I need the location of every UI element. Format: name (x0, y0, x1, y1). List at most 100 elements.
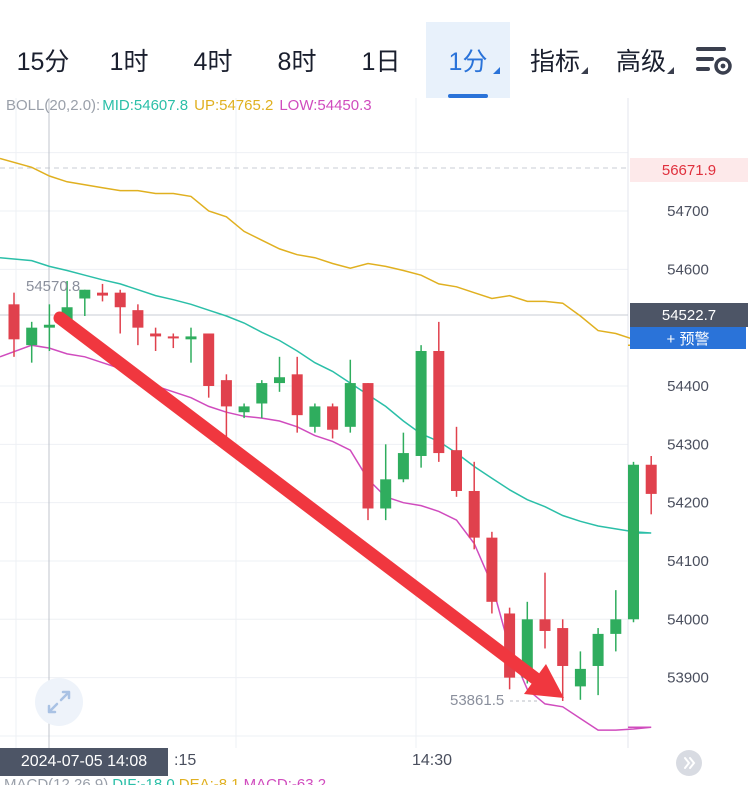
candle-body (592, 633, 604, 666)
low-price-label: 53861.5 (450, 692, 505, 709)
trend-arrow-shaft (53, 311, 547, 689)
trend-arrow-head (524, 664, 564, 698)
candle-body (185, 336, 197, 340)
price-tick-label: 54200 (667, 495, 709, 512)
candle (114, 289, 126, 334)
candle (362, 383, 374, 521)
tab-15m[interactable]: 15分 (0, 22, 86, 98)
candle-body (539, 619, 551, 631)
tab-8h[interactable]: 8时 (254, 22, 340, 98)
tab-label: 1分 (448, 48, 488, 76)
candle (344, 359, 356, 433)
candles (8, 280, 657, 701)
price-tick-label: 54100 (667, 553, 709, 570)
candle-body (433, 350, 445, 454)
candle (557, 619, 569, 701)
candle (185, 327, 197, 363)
candle-body (451, 450, 462, 491)
macd-value: MACD:-63.2 (243, 776, 327, 785)
tab-1h[interactable]: 1时 (86, 22, 172, 98)
time-label: :15 (174, 752, 197, 769)
candle-body (486, 537, 498, 602)
price-tick-label: 54300 (667, 436, 709, 453)
candle (592, 628, 604, 696)
boll-low: LOW:54450.3 (279, 97, 372, 114)
candle (327, 403, 339, 439)
candle (645, 455, 657, 515)
candle (504, 607, 516, 690)
candle-body (309, 406, 321, 427)
macd-name: MACD(12,26,9) (4, 776, 109, 785)
scroll-to-latest-button[interactable] (676, 750, 702, 776)
macd-legend: MACD(12,26,9) DIF:-18.0 DEA:-8.1 MACD:-63.2 (4, 776, 330, 785)
candle-body (150, 333, 162, 337)
macd-dea: DEA:-8.1 (178, 776, 240, 785)
expand-arrows-icon (47, 690, 71, 714)
candle (628, 461, 639, 623)
candle (433, 321, 445, 462)
boll-low-line (0, 344, 652, 731)
tab-label: 1日 (361, 48, 401, 76)
boll-mid-line (0, 256, 652, 534)
candle-body (26, 327, 38, 346)
candle-body (132, 310, 144, 328)
candle (468, 461, 480, 550)
macd-dif: DIF:-18.0 (112, 776, 175, 785)
candle-body (380, 479, 392, 509)
tab-4h[interactable]: 4时 (170, 22, 256, 98)
candle (397, 432, 409, 483)
candle-body (238, 406, 250, 413)
candle (415, 345, 427, 468)
candle (274, 356, 285, 392)
candle-body (256, 383, 268, 404)
fullscreen-button[interactable] (35, 678, 83, 726)
dropdown-triangle-icon (667, 67, 674, 74)
candle-body (521, 619, 533, 678)
high-price-tag: 56671.9 (630, 158, 748, 182)
candle-body (43, 324, 55, 328)
candle (486, 531, 498, 614)
price-tick-label: 54700 (667, 203, 709, 220)
dropdown-triangle-icon (493, 67, 500, 74)
candle-body (468, 490, 480, 538)
chart-settings-icon[interactable] (693, 44, 733, 78)
time-label: 14:30 (412, 752, 453, 769)
candle-body (203, 333, 215, 386)
candle (220, 374, 232, 445)
candle-body (291, 374, 303, 416)
tab-label: 指标 (529, 48, 580, 76)
candle (610, 590, 622, 652)
candle-body (645, 464, 657, 494)
tab-label: 高级 (615, 48, 666, 76)
price-alert-button[interactable]: + 预警 (630, 327, 746, 349)
tab-indicators-dropdown[interactable]: 指标 (512, 22, 598, 98)
double-chevron-right-icon (684, 757, 696, 769)
boll-up: UP:54765.2 (194, 97, 274, 114)
crosshair-price-label: 54570.8 (26, 278, 81, 295)
candle-body (61, 307, 73, 322)
candle-body (574, 668, 586, 687)
boll-up-line (0, 157, 652, 346)
candle (291, 356, 303, 433)
candle-body (97, 292, 108, 296)
tab-label: 1时 (109, 48, 149, 76)
tab-1d[interactable]: 1日 (338, 22, 424, 98)
candle-body (504, 613, 516, 678)
candle (97, 283, 108, 302)
candle (203, 333, 215, 398)
active-tab-indicator (448, 94, 488, 98)
tab-1m-dropdown[interactable]: 1分 (426, 22, 510, 98)
candle (43, 304, 55, 351)
candle (309, 403, 321, 433)
candle-body (220, 380, 232, 407)
tab-label: 8时 (277, 48, 317, 76)
tab-advanced-dropdown[interactable]: 高级 (598, 22, 684, 98)
current-price-tag: 54522.7 (630, 303, 748, 327)
candle-body (610, 619, 622, 634)
candle-body (274, 377, 285, 384)
candle-body (344, 383, 356, 427)
candle-body (362, 383, 374, 509)
candle (167, 333, 179, 349)
candle-body (557, 628, 569, 666)
